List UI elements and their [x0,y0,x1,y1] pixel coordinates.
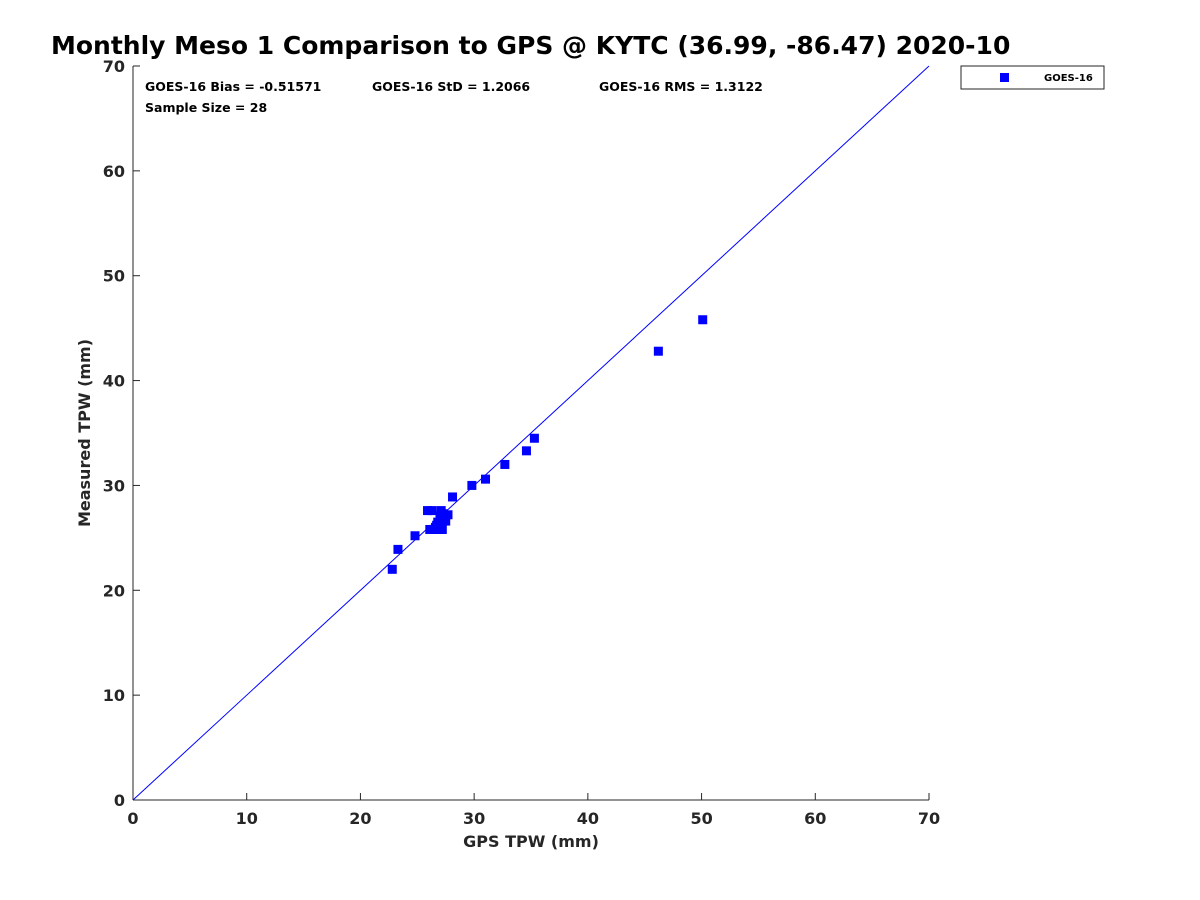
y-tick-label: 10 [103,686,125,705]
data-point [430,522,440,532]
reference-line-group [132,65,930,801]
stat-sample-size: Sample Size = 28 [145,100,267,115]
stat-bias: GOES-16 Bias = -0.51571 [145,79,321,94]
x-tick-label: 40 [577,809,599,828]
y-tick-label: 0 [114,791,125,810]
data-point [500,459,510,469]
data-point [653,346,663,356]
stat-rms: GOES-16 RMS = 1.3122 [599,79,763,94]
y-tick-label: 60 [103,162,125,181]
stat-std: GOES-16 StD = 1.2066 [372,79,530,94]
data-point [410,531,420,541]
x-tick-label: 60 [804,809,826,828]
x-tick-label: 30 [463,809,485,828]
x-tick-label: 50 [690,809,712,828]
axis-ticks: 0 10 20 30 40 50 60 70 0 10 20 30 40 50 60 70 [103,57,940,828]
y-tick-label: 30 [103,476,125,495]
legend-label-goes16: GOES-16 [1044,73,1093,84]
data-point [448,492,458,502]
one-to-one-line [132,65,930,801]
legend-marker-goes16 [1000,73,1009,82]
data-point [437,524,447,534]
data-point [427,506,437,516]
data-point [481,474,491,484]
data-point [423,506,433,516]
y-tick-label: 20 [103,581,125,600]
y-tick-label: 40 [103,372,125,391]
legend: GOES-16 [960,65,1105,90]
data-point [529,433,539,443]
data-point [387,564,397,574]
data-point [521,446,531,456]
y-tick-label: 50 [103,267,125,286]
data-point [425,524,435,534]
x-tick-label: 0 [127,809,138,828]
chart-title: Monthly Meso 1 Comparison to GPS @ KYTC … [51,31,1010,60]
x-tick-label: 20 [349,809,371,828]
legend-box [960,65,1105,90]
data-point [698,315,708,325]
data-point [393,544,403,554]
x-tick-label: 70 [918,809,940,828]
plot-area: 0 10 20 30 40 50 60 70 0 10 20 30 40 50 60 70 [103,57,940,828]
data-point [435,511,445,521]
x-tick-label: 10 [236,809,258,828]
data-point [467,480,477,490]
x-axis-label: GPS TPW (mm) [463,832,599,851]
data-points [387,315,708,574]
y-tick-label: 70 [103,57,125,76]
y-axis-label: Measured TPW (mm) [75,339,94,527]
data-point [440,514,450,524]
